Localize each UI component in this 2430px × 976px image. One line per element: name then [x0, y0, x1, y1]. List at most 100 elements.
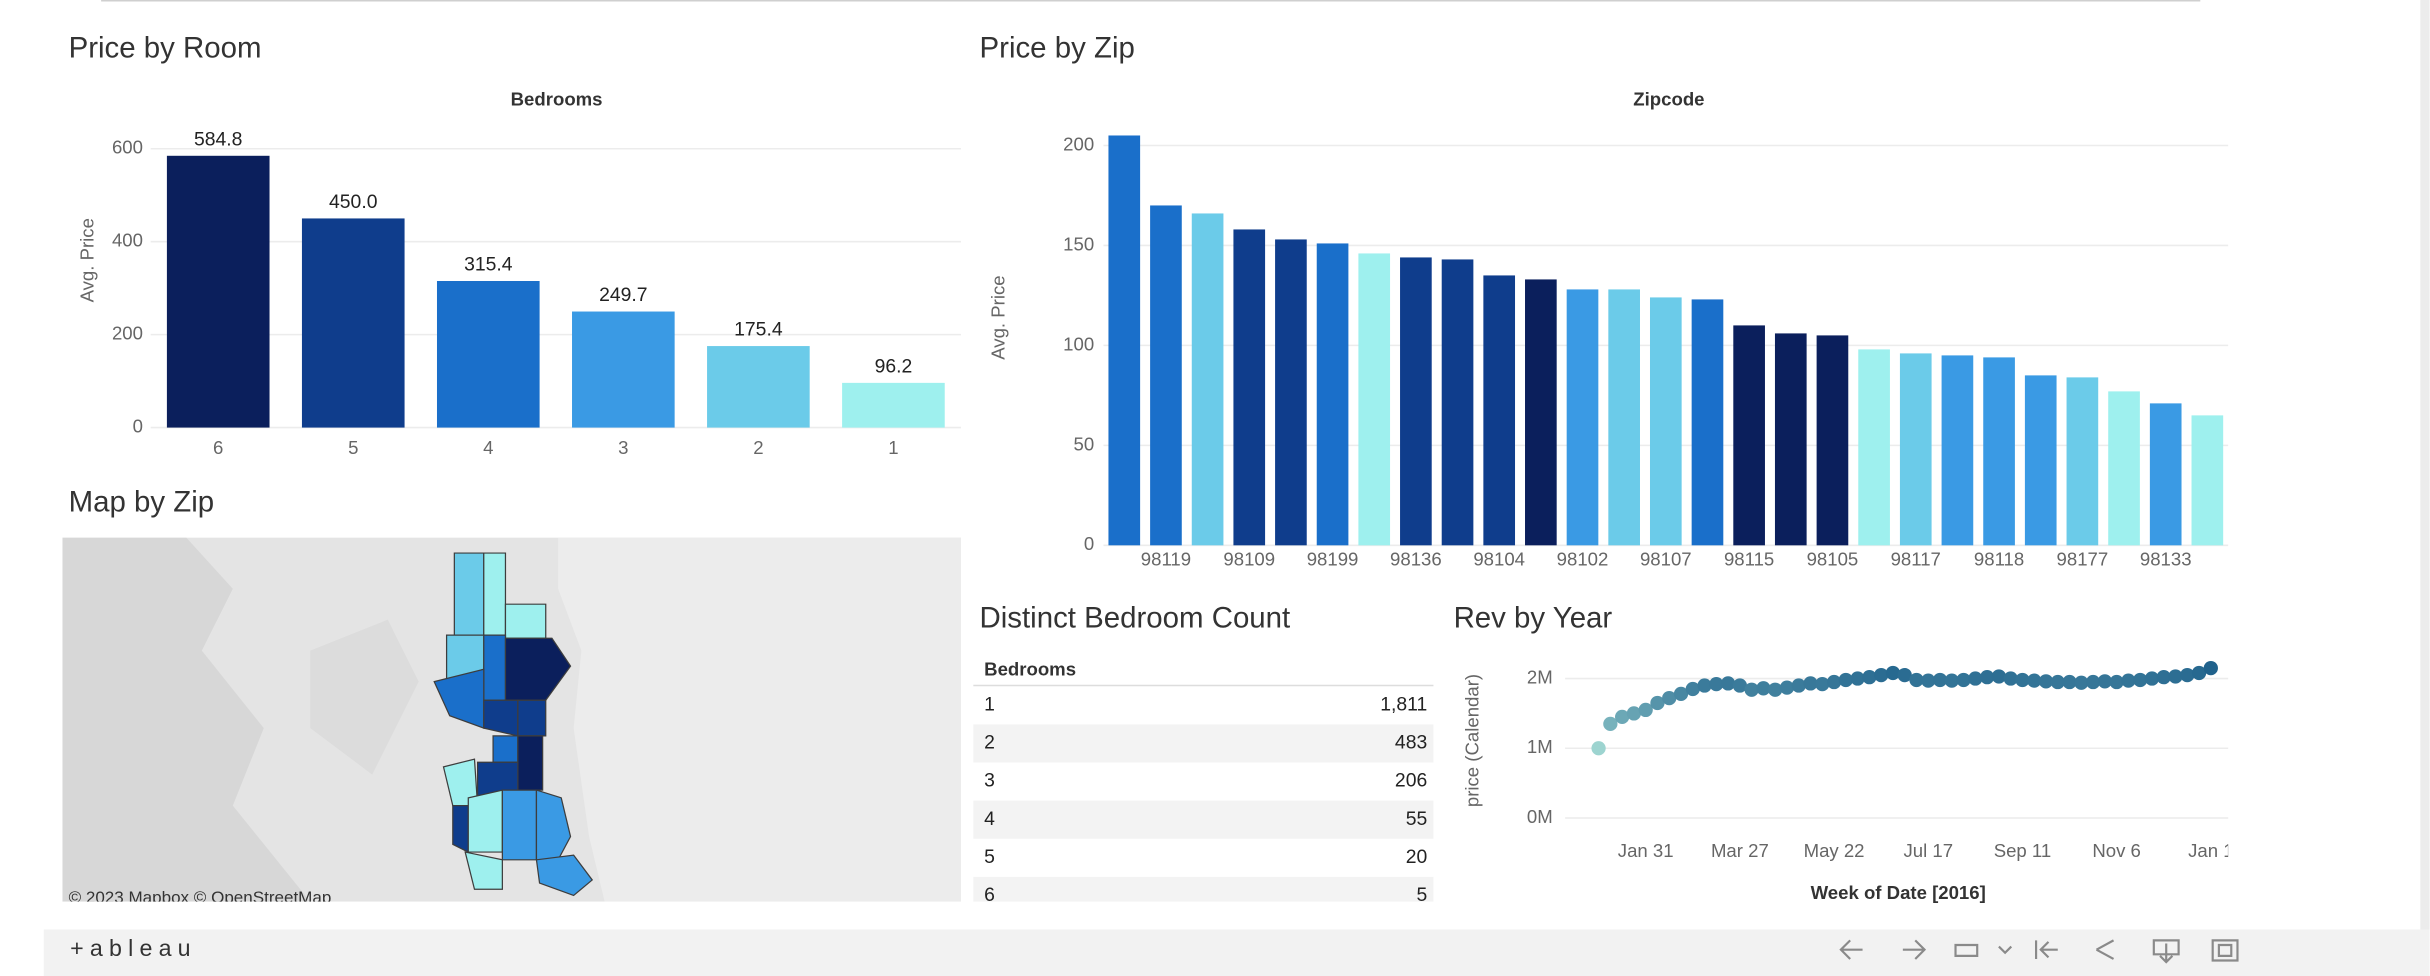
- dot: [2191, 665, 2207, 681]
- scrollbar[interactable]: [2420, 0, 2430, 930]
- bar: [842, 382, 945, 428]
- dot: [2109, 674, 2124, 690]
- map-land: [310, 619, 419, 775]
- bar: [1608, 289, 1640, 546]
- dot: [2038, 674, 2054, 689]
- x-tick-label: 98133: [2140, 549, 2192, 570]
- dot: [1662, 690, 1677, 706]
- dot: [1850, 671, 1865, 686]
- row-background: [973, 724, 1434, 763]
- row-label: 1: [984, 693, 995, 715]
- row-background: [973, 876, 1434, 902]
- value-label: 584.8: [194, 128, 242, 150]
- x-tick-label: Mar 27: [1711, 840, 1769, 861]
- dot: [2062, 674, 2077, 690]
- revert-button[interactable]: [1954, 943, 1979, 957]
- dot: [2074, 675, 2089, 690]
- redo-button[interactable]: [1902, 939, 1927, 960]
- dot: [1650, 695, 1665, 711]
- fullscreen-button[interactable]: [2211, 939, 2239, 962]
- dot: [1756, 681, 1771, 696]
- zip-region: [467, 789, 503, 853]
- bar: [1566, 289, 1599, 546]
- x-tick-label: 4: [483, 437, 493, 458]
- dot: [1603, 716, 1618, 731]
- bar: [572, 311, 675, 428]
- bar: [1525, 279, 1557, 546]
- dot: [1744, 682, 1759, 697]
- x-tick-label: 98109: [1223, 549, 1275, 570]
- dot: [2050, 674, 2065, 690]
- row-value: 1,811: [1380, 693, 1427, 715]
- x-tick-label: 98104: [1473, 549, 1525, 570]
- bar: [1233, 229, 1266, 546]
- bar: [1483, 275, 1516, 546]
- map-land: [558, 537, 961, 902]
- bar: [1733, 325, 1765, 546]
- x-tick-label: Jul 17: [1903, 840, 1953, 861]
- bar: [2108, 391, 2140, 546]
- row-value: 55: [1406, 808, 1428, 830]
- dot: [2027, 673, 2042, 688]
- toolbar: +ableau: [43, 929, 2430, 976]
- zip-region: [452, 804, 469, 854]
- x-tick-label: 6: [213, 437, 223, 458]
- bar: [1400, 257, 1432, 546]
- y-tick-label: 1M: [1527, 736, 1553, 757]
- row-label: 5: [984, 846, 995, 868]
- zip-region: [464, 851, 503, 890]
- dot: [1709, 677, 1724, 692]
- dot: [1803, 676, 1818, 691]
- x-tick-label: 5: [348, 437, 358, 458]
- zip-regions: [433, 552, 594, 897]
- zip-region: [504, 637, 572, 701]
- download-button[interactable]: [2152, 939, 2180, 964]
- x-tick-label: 1: [888, 437, 898, 458]
- dot: [1838, 672, 1853, 688]
- zip-region: [517, 735, 544, 791]
- dot: [1779, 680, 1795, 695]
- bar: [2149, 403, 2182, 546]
- x-tick-label: 98199: [1307, 549, 1359, 570]
- dot: [1944, 673, 1959, 688]
- column-header: Zipcode: [1633, 89, 1704, 110]
- map-title: Map by Zip: [69, 485, 215, 518]
- dot: [1862, 670, 1877, 685]
- zip-region: [501, 789, 538, 861]
- table-header: Bedrooms: [984, 659, 1076, 680]
- row-value: 206: [1395, 770, 1427, 792]
- dot: [2121, 673, 2136, 688]
- tableau-logo[interactable]: +ableau: [70, 935, 197, 961]
- reset-button[interactable]: [2034, 940, 2058, 959]
- bar: [1899, 353, 1932, 546]
- bar: [166, 155, 270, 428]
- y-tick-label: 2M: [1527, 666, 1553, 687]
- dot: [1826, 674, 1842, 690]
- zip-region: [453, 552, 485, 636]
- bar: [1358, 253, 1391, 546]
- row-value: 20: [1406, 846, 1428, 868]
- dot: [1673, 686, 1689, 702]
- bar: [1941, 355, 1974, 546]
- map-attribution: © 2023 Mapbox © OpenStreetMap: [69, 888, 332, 907]
- x-tick-label: Jan 31: [1618, 840, 1674, 861]
- chart-title: Rev by Year: [1454, 601, 1613, 634]
- undo-button[interactable]: [1839, 939, 1863, 960]
- x-tick-label: 98105: [1807, 549, 1859, 570]
- zip-region: [517, 699, 547, 737]
- share-button[interactable]: [2095, 939, 2115, 960]
- revert-dropdown[interactable]: [1998, 945, 2013, 955]
- map[interactable]: © 2023 Mapbox © OpenStreetMap: [62, 537, 961, 907]
- table-title: Distinct Bedroom Count: [980, 601, 1291, 634]
- bar: [1774, 333, 1807, 546]
- y-axis-title: Avg. Price: [77, 218, 98, 302]
- x-tick-label: 98119: [1141, 549, 1191, 570]
- zip-region: [483, 552, 507, 636]
- x-tick-label: Jan 1: [2188, 840, 2233, 861]
- dot: [2203, 660, 2218, 676]
- x-tick-label: 98115: [1724, 549, 1774, 570]
- zip-region: [492, 735, 519, 763]
- map-land: [62, 537, 311, 902]
- bar: [1691, 299, 1724, 546]
